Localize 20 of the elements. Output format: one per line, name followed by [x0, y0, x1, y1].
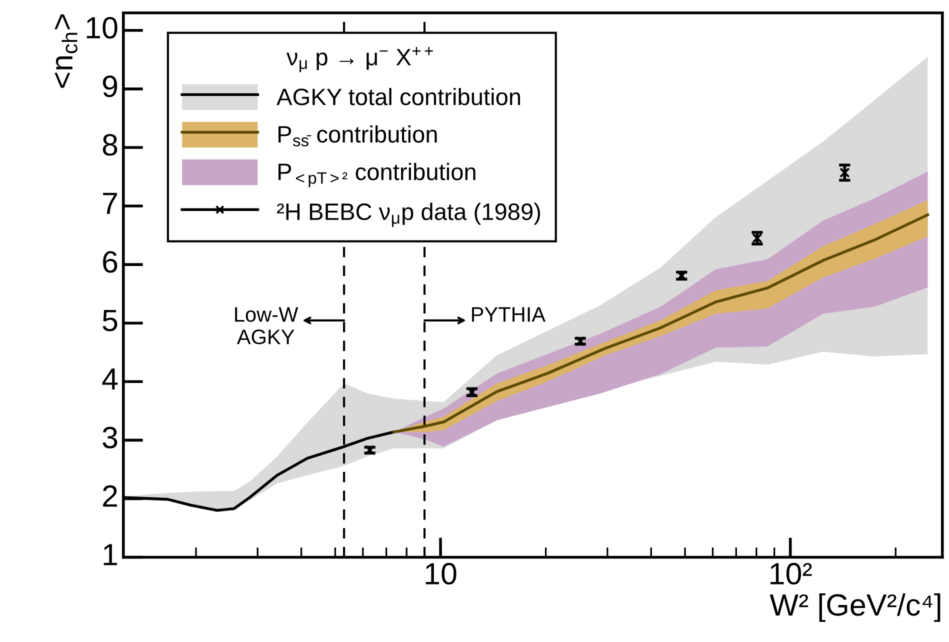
y-tick-label: 2: [103, 485, 117, 507]
legend-label: P$_{<pT>²}$ contribution: [278, 162, 476, 188]
y-axis-title: <n$_{ch}$>: [54, 14, 78, 88]
y-tick-label: 1: [104, 544, 118, 566]
x-tick-label: 10²: [770, 562, 812, 585]
y-tick-label: 7: [103, 192, 117, 214]
y-tick-label: 8: [102, 134, 118, 156]
y-tick-label: 3: [102, 426, 118, 448]
y-tick-label: 10: [86, 16, 118, 39]
y-tick-label: 6: [103, 251, 118, 273]
x-axis-title: W² [GeV²/c⁴]: [770, 593, 940, 622]
y-tick-label: 9: [102, 76, 118, 98]
legend-label: AGKY total contribution: [276, 88, 520, 106]
y-tick-label: 4: [102, 368, 118, 390]
legend-label: ²H BEBC ν$_{μ}$p data (1989): [277, 202, 540, 227]
legend-title: ν$_{μ}$ p → μ$^{−}$ X$^{++}$: [286, 46, 433, 72]
ref-line-label: PYTHIA: [472, 307, 546, 322]
y-tick-label: 5: [102, 310, 118, 332]
ref-line-label: Low-W AGKY: [235, 307, 298, 344]
legend-label: P$_{ss̄}$ contribution: [278, 125, 437, 146]
